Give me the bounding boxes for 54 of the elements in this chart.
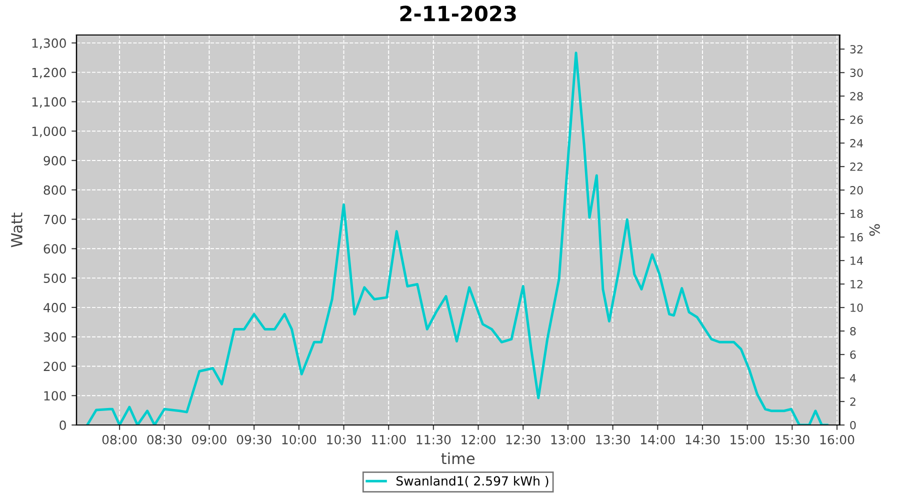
y2-tick-label: 10 [850,304,863,312]
x-tick-label: 09:30 [236,434,272,444]
x-axis-title: time [441,452,475,464]
y-tick-label: 400 [44,302,66,312]
y2-tick-label: 20 [850,186,863,194]
y2-tick-label: 28 [850,92,863,100]
y-tick-label: 200 [44,362,66,372]
y-tick-label: 100 [44,391,66,401]
chart-title: 2-11-2023 [400,6,516,22]
x-tick-label: 14:00 [641,434,675,444]
x-tick-label: 15:00 [730,434,765,444]
y-tick-label: 800 [44,185,66,195]
x-tick-label: 08:30 [147,434,182,444]
x-tick-label: 09:00 [192,434,226,444]
y2-tick-label: 2 [850,397,856,406]
y2-tick-label: 22 [850,162,862,171]
y-tick-label: 1,300 [32,38,66,50]
y-tick-label: 1,100 [32,97,66,108]
y-tick-label: 1,000 [32,126,66,138]
y-tick-label: 300 [44,332,66,342]
legend-label: Swanland1( 2.597 kWh ) [396,476,548,488]
x-tick-label: 14:30 [686,434,720,444]
x-tick-label: 08:00 [102,434,137,444]
x-tick-label: 13:00 [551,434,586,444]
x-tick-label: 10:30 [327,434,361,444]
y-tick-label: 500 [44,274,66,283]
y2-tick-label: 12 [850,280,862,288]
x-tick-label: 10:00 [282,434,316,444]
y2-tick-label: 14 [850,256,863,265]
line-series [86,52,828,425]
y-axis-title: Watt [11,212,22,248]
y-tick-label: 1,200 [32,68,66,79]
x-tick-label: 15:30 [776,434,810,444]
x-tick-label: 11:00 [372,434,406,444]
y-tick-label: 0 [60,420,66,430]
y2-tick-label: 32 [850,45,862,54]
y2-tick-label: 30 [850,68,863,77]
x-tick-label: 12:30 [506,434,540,444]
y2-tick-label: 26 [850,116,863,124]
y2-tick-label: 8 [850,327,856,336]
y2-axis-title: % [869,224,880,236]
x-tick-label: 12:00 [462,434,496,444]
y-tick-label: 700 [44,214,66,224]
y-tick-label: 600 [44,244,66,254]
x-tick-label: 11:30 [416,434,451,444]
y2-tick-label: 24 [850,139,863,148]
y2-tick-label: 16 [850,233,863,242]
y2-tick-label: 0 [850,420,856,430]
x-tick-label: 13:30 [596,434,630,444]
y2-tick-label: 6 [850,350,856,359]
x-tick-label: 16:00 [820,434,854,444]
y2-tick-label: 18 [850,210,863,218]
y2-tick-label: 4 [850,374,856,382]
y-tick-label: 900 [44,156,66,166]
